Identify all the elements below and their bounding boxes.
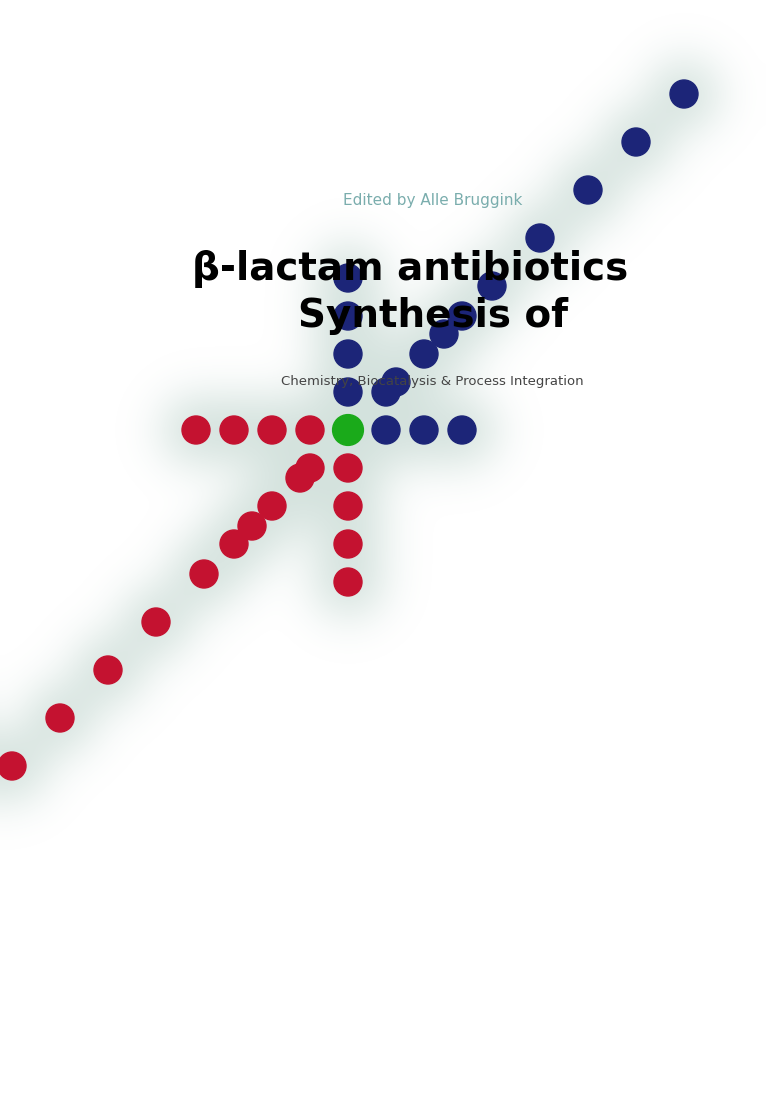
Circle shape (478, 272, 506, 300)
Text: Edited by Alle Bruggink: Edited by Alle Bruggink (343, 193, 522, 208)
Circle shape (334, 492, 362, 520)
Circle shape (410, 340, 438, 368)
Circle shape (334, 454, 362, 482)
Circle shape (142, 608, 170, 636)
Text: Synthesis of: Synthesis of (298, 297, 568, 334)
Circle shape (334, 568, 362, 596)
Circle shape (574, 176, 602, 204)
Circle shape (94, 657, 122, 684)
Circle shape (334, 340, 362, 368)
Circle shape (296, 454, 324, 482)
Circle shape (372, 416, 400, 444)
Circle shape (334, 264, 362, 292)
Circle shape (332, 414, 363, 445)
Circle shape (334, 378, 362, 406)
Circle shape (334, 530, 362, 558)
Text: β-lactam antibiotics: β-lactam antibiotics (192, 250, 628, 287)
Circle shape (334, 302, 362, 330)
Circle shape (430, 320, 458, 349)
Circle shape (182, 416, 210, 444)
Circle shape (258, 416, 286, 444)
Circle shape (410, 416, 438, 444)
Circle shape (0, 752, 26, 780)
Circle shape (526, 224, 554, 252)
Circle shape (622, 128, 650, 156)
Circle shape (372, 378, 400, 406)
Circle shape (238, 512, 266, 540)
Circle shape (448, 416, 476, 444)
Circle shape (286, 464, 314, 492)
Text: Chemistry, Biocatalysis & Process Integration: Chemistry, Biocatalysis & Process Integr… (281, 375, 584, 388)
Circle shape (258, 492, 286, 520)
Circle shape (382, 368, 410, 396)
Circle shape (220, 416, 248, 444)
Circle shape (448, 302, 476, 330)
Circle shape (220, 530, 248, 558)
Circle shape (296, 416, 324, 444)
Circle shape (670, 80, 698, 109)
Circle shape (190, 560, 218, 587)
Circle shape (46, 704, 74, 732)
